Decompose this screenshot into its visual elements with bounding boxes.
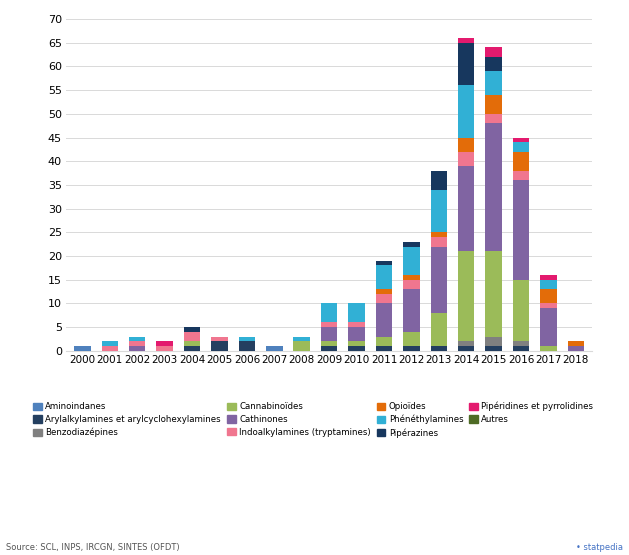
Bar (486, 71, 502, 95)
Bar (348, 304, 365, 322)
Bar (486, 114, 502, 123)
Bar (430, 233, 447, 237)
Bar (294, 336, 310, 341)
Bar (348, 341, 365, 346)
Bar (376, 304, 392, 336)
Bar (403, 346, 420, 351)
Bar (540, 308, 557, 346)
Bar (321, 346, 337, 351)
Bar (238, 341, 255, 351)
Bar (540, 280, 557, 289)
Bar (376, 346, 392, 351)
Bar (184, 332, 200, 341)
Bar (458, 138, 474, 152)
Bar (486, 47, 502, 57)
Bar (430, 171, 447, 190)
Bar (321, 327, 337, 341)
Bar (458, 346, 474, 351)
Bar (486, 95, 502, 114)
Bar (184, 327, 200, 332)
Bar (513, 280, 529, 341)
Bar (403, 332, 420, 346)
Bar (430, 313, 447, 346)
Bar (513, 171, 529, 180)
Bar (129, 341, 145, 346)
Bar (129, 336, 145, 341)
Bar (403, 289, 420, 332)
Bar (458, 38, 474, 43)
Bar (403, 242, 420, 246)
Bar (540, 275, 557, 280)
Legend: Aminoindanes, Arylalkylamines et arylcyclohexylamines, Benzodiazépines, Cannabin: Aminoindanes, Arylalkylamines et arylcyc… (33, 402, 593, 438)
Bar (486, 123, 502, 251)
Bar (513, 346, 529, 351)
Bar (403, 275, 420, 280)
Bar (486, 336, 502, 346)
Bar (376, 336, 392, 346)
Bar (376, 294, 392, 304)
Bar (458, 166, 474, 251)
Bar (540, 346, 557, 351)
Bar (430, 346, 447, 351)
Bar (540, 304, 557, 308)
Bar (211, 341, 228, 351)
Bar (102, 341, 118, 346)
Bar (486, 346, 502, 351)
Bar (567, 341, 584, 346)
Bar (321, 304, 337, 322)
Bar (157, 346, 173, 351)
Bar (403, 246, 420, 275)
Bar (348, 322, 365, 327)
Bar (513, 341, 529, 346)
Bar (540, 289, 557, 304)
Bar (294, 341, 310, 351)
Bar (513, 138, 529, 142)
Bar (74, 346, 91, 351)
Bar (376, 261, 392, 265)
Bar (184, 341, 200, 346)
Bar (458, 251, 474, 341)
Bar (321, 341, 337, 346)
Bar (458, 341, 474, 346)
Bar (458, 43, 474, 85)
Bar (567, 346, 584, 351)
Bar (486, 251, 502, 336)
Bar (403, 280, 420, 289)
Bar (513, 142, 529, 152)
Bar (348, 346, 365, 351)
Bar (211, 336, 228, 341)
Bar (157, 341, 173, 346)
Bar (376, 265, 392, 289)
Bar (184, 346, 200, 351)
Bar (486, 57, 502, 71)
Bar (238, 336, 255, 341)
Bar (321, 322, 337, 327)
Bar (348, 327, 365, 341)
Bar (513, 180, 529, 280)
Bar (513, 152, 529, 171)
Text: • statpedia: • statpedia (576, 543, 623, 552)
Text: Source: SCL, INPS, IRCGN, SINTES (OFDT): Source: SCL, INPS, IRCGN, SINTES (OFDT) (6, 543, 180, 552)
Bar (430, 237, 447, 246)
Bar (129, 346, 145, 351)
Bar (430, 190, 447, 233)
Bar (376, 289, 392, 294)
Bar (458, 85, 474, 138)
Bar (430, 246, 447, 313)
Bar (266, 346, 282, 351)
Bar (458, 152, 474, 166)
Bar (102, 346, 118, 351)
